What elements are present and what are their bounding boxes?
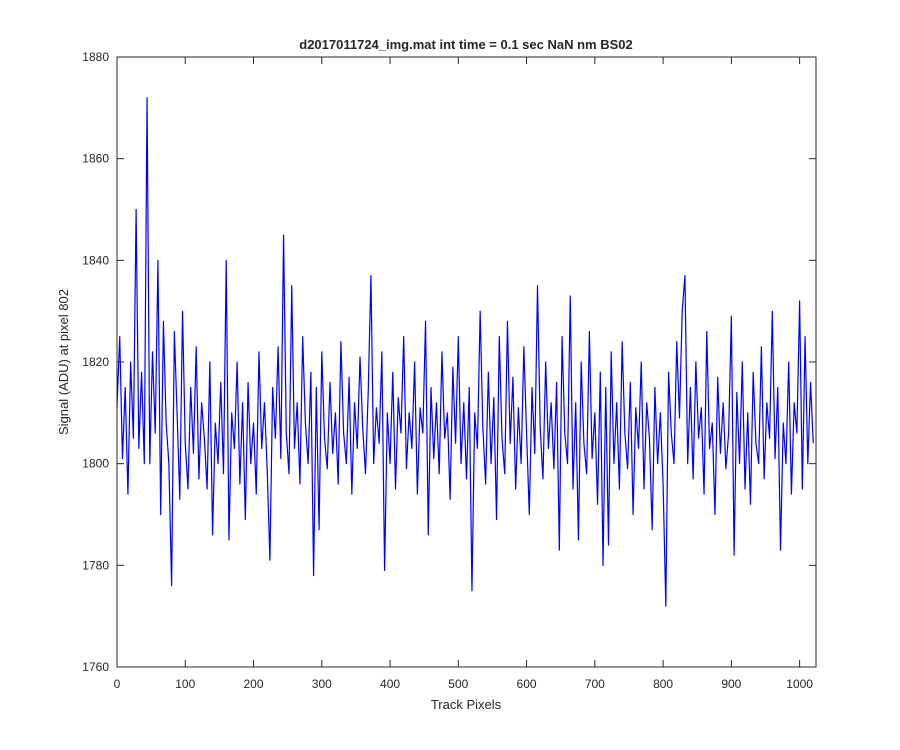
x-tick-label: 400 (380, 677, 400, 691)
data-line (116, 97, 814, 607)
y-tick-label: 1840 (82, 253, 109, 267)
y-tick-label: 1880 (82, 50, 109, 64)
x-tick-label: 1000 (786, 677, 813, 691)
x-tick-label: 700 (585, 677, 605, 691)
y-tick-label: 1800 (82, 457, 109, 471)
x-tick-label: 500 (448, 677, 468, 691)
chart-title: d2017011724_img.mat int time = 0.1 sec N… (299, 37, 632, 52)
y-axis-label: Signal (ADU) at pixel 802 (56, 289, 71, 435)
x-tick-label: 100 (175, 677, 195, 691)
x-tick-label: 200 (244, 677, 264, 691)
x-axis-label: Track Pixels (431, 697, 502, 712)
x-tick-label: 800 (653, 677, 673, 691)
x-tick-label: 600 (517, 677, 537, 691)
y-tick-label: 1780 (82, 558, 109, 572)
y-tick-label: 1760 (82, 660, 109, 674)
x-tick-label: 300 (312, 677, 332, 691)
y-tick-label: 1820 (82, 355, 109, 369)
y-tick-label: 1860 (82, 152, 109, 166)
x-tick-label: 0 (114, 677, 121, 691)
x-tick-label: 900 (721, 677, 741, 691)
